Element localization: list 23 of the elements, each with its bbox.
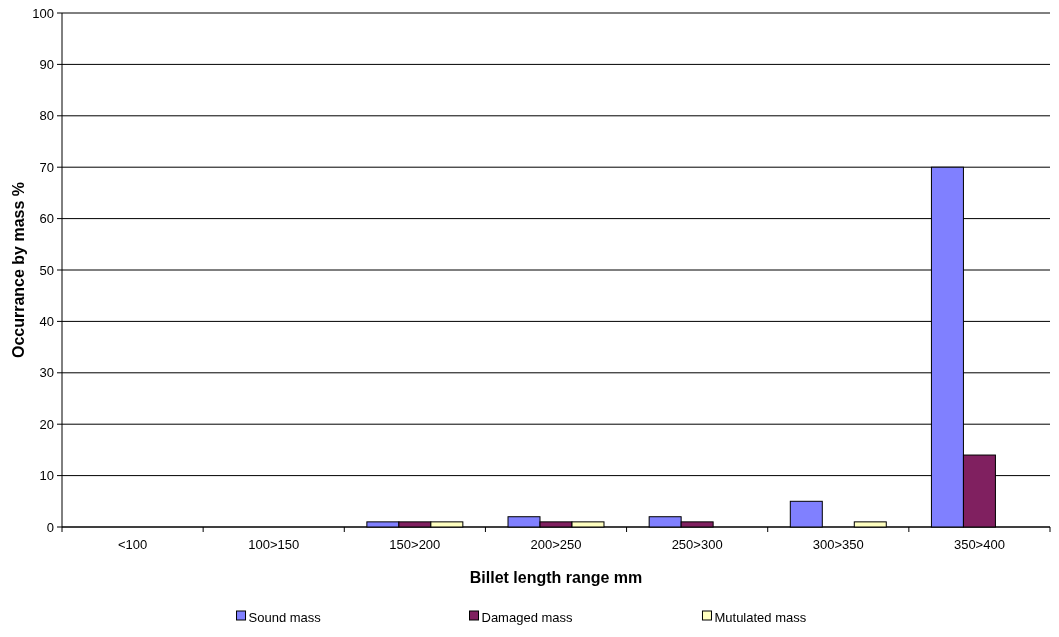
legend-label: Mutulated mass bbox=[714, 609, 807, 625]
x-axis-title: Billet length range mm bbox=[469, 569, 643, 586]
x-tick-label: 350>400 bbox=[953, 537, 1005, 552]
y-tick-label: 20 bbox=[39, 416, 54, 432]
x-tick-label: 150>200 bbox=[389, 537, 441, 552]
y-tick-label: 100 bbox=[32, 5, 54, 21]
y-tick-label: 30 bbox=[39, 365, 54, 381]
x-tick-label: 200>250 bbox=[530, 537, 582, 552]
x-tick-label: 250>300 bbox=[671, 537, 723, 552]
y-tick-label: 10 bbox=[39, 468, 54, 484]
y-tick-label: 50 bbox=[39, 262, 54, 278]
y-tick-label: 60 bbox=[39, 211, 54, 227]
y-axis-title: Occurrance by mass % bbox=[10, 181, 27, 359]
y-tick-label: 90 bbox=[39, 56, 54, 72]
y-tick-label: 70 bbox=[39, 159, 54, 175]
x-tick-label: 300>350 bbox=[812, 537, 864, 552]
legend-label: Sound mass bbox=[248, 609, 322, 625]
legend-label: Damaged mass bbox=[481, 609, 574, 625]
y-tick-label: 80 bbox=[39, 108, 54, 124]
x-tick-label: 100>150 bbox=[248, 537, 300, 552]
x-tick-label: <100 bbox=[117, 537, 148, 552]
y-tick-label: 40 bbox=[39, 313, 54, 329]
y-tick-label: 0 bbox=[46, 519, 54, 535]
